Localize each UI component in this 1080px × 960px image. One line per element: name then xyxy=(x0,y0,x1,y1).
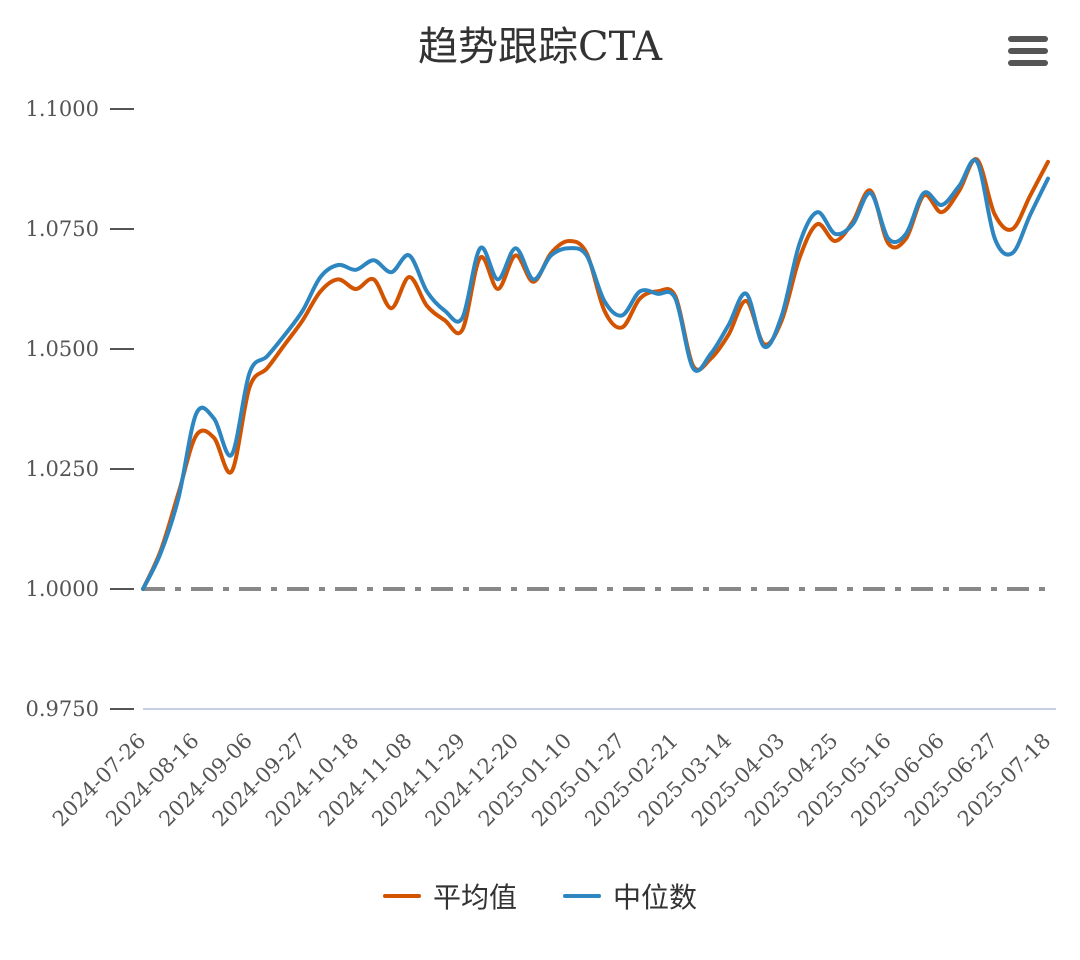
axis-layer: 0.97501.00001.02501.05001.07501.10002024… xyxy=(26,97,1056,831)
y-tick-label: 1.0250 xyxy=(26,457,99,481)
y-tick-label: 1.0000 xyxy=(26,577,99,601)
legend-label-median: 中位数 xyxy=(613,881,698,914)
y-tick-label: 1.1000 xyxy=(26,97,99,121)
chart-menu-button[interactable] xyxy=(1004,32,1048,72)
legend-item-mean[interactable]: 平均值 xyxy=(382,876,517,916)
hamburger-menu-icon xyxy=(1008,36,1048,42)
series-layer xyxy=(141,157,1050,591)
y-tick-label: 1.0750 xyxy=(26,217,99,241)
series-line-median xyxy=(141,158,1050,591)
x-tick-label: 2025-07-18 xyxy=(953,729,1056,832)
legend: 平均值 中位数 xyxy=(0,876,1080,916)
y-tick-label: 1.0500 xyxy=(26,337,99,361)
legend-swatch-mean xyxy=(382,894,421,898)
y-tick-label: 0.9750 xyxy=(26,697,99,721)
legend-label-mean: 平均值 xyxy=(432,881,517,914)
legend-item-median[interactable]: 中位数 xyxy=(563,876,697,916)
chart-title: 趋势跟踪CTA xyxy=(418,24,662,70)
legend-swatch-median xyxy=(563,894,601,898)
